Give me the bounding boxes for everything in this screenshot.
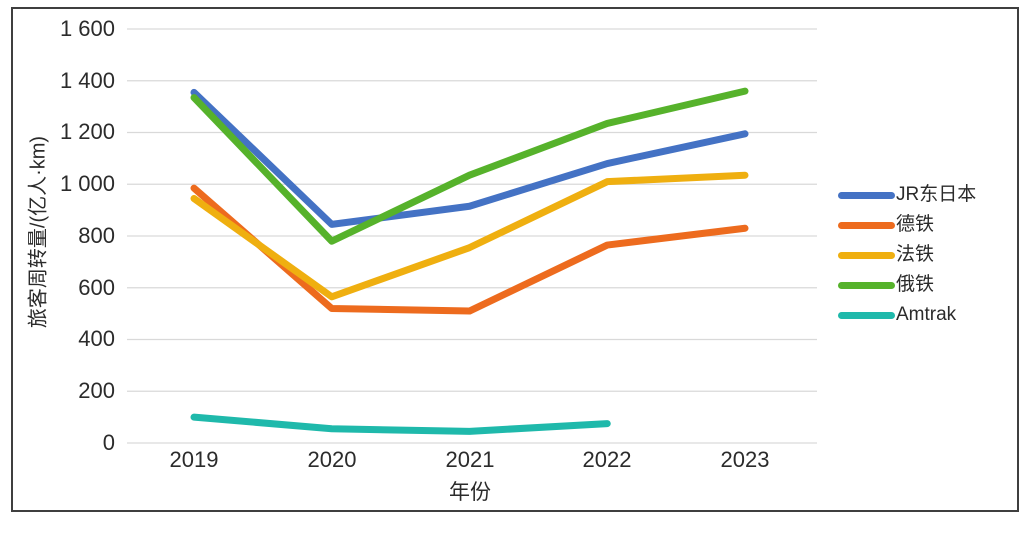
legend-line-swatch	[838, 281, 895, 289]
x-tick-label: 2019	[169, 447, 219, 472]
y-tick-label: 1 400	[59, 68, 115, 93]
legend-line-swatch	[838, 191, 895, 199]
y-tick-label: 600	[78, 275, 115, 300]
legend-item: 俄铁	[838, 270, 976, 300]
legend-label: 法铁	[896, 244, 935, 265]
chart-legend: JR东日本 德铁 法铁 俄铁 Amtrak	[838, 180, 976, 330]
series-line-法铁	[190, 171, 749, 301]
y-axis-title: 旅客周转量/(亿人·km)	[27, 135, 50, 329]
series-line-德铁	[190, 184, 749, 315]
y-tick-label: 1 200	[59, 119, 115, 144]
y-tick-label: 1 000	[59, 171, 115, 196]
legend-line-swatch	[838, 221, 895, 229]
legend-item: Amtrak	[838, 300, 976, 330]
legend-item: 德铁	[838, 210, 976, 240]
y-tick-label: 400	[78, 326, 115, 351]
y-tick-label: 1 600	[59, 16, 115, 41]
x-tick-label: 2023	[720, 447, 770, 472]
x-tick-label: 2020	[307, 447, 357, 472]
legend-label: 俄铁	[896, 274, 935, 295]
y-tick-label: 0	[102, 430, 115, 455]
series-line-JR东日本	[190, 88, 749, 228]
legend-line-swatch	[838, 311, 895, 319]
legend-item: 法铁	[838, 240, 976, 270]
series-line-俄铁	[190, 87, 749, 245]
legend-line-swatch	[838, 251, 895, 259]
x-tick-label: 2022	[582, 447, 632, 472]
y-tick-label: 200	[78, 378, 115, 403]
legend-item: JR东日本	[838, 180, 976, 210]
x-tick-label: 2021	[445, 447, 495, 472]
legend-label: Amtrak	[896, 304, 957, 325]
legend-label: JR东日本	[896, 184, 977, 205]
series-line-Amtrak	[190, 413, 611, 435]
legend-label: 德铁	[896, 214, 935, 235]
x-axis-title: 年份	[449, 481, 491, 504]
y-tick-label: 800	[78, 223, 115, 248]
